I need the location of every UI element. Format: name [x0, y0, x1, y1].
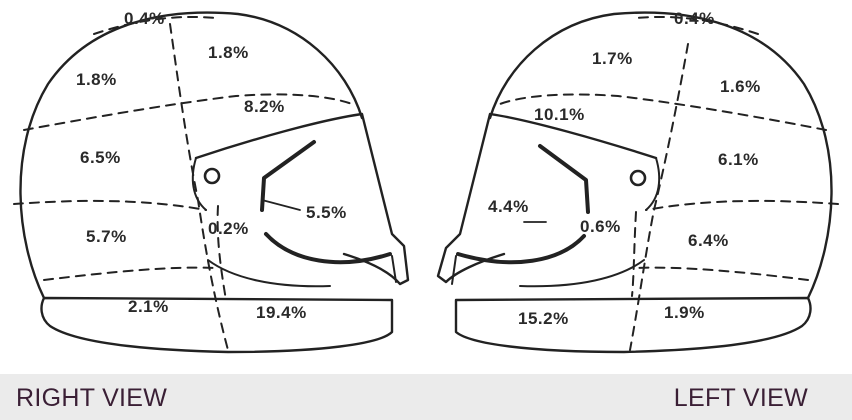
- right-visor-pivot: [203, 167, 221, 185]
- left-upper-mid-front-label: 10.1%: [534, 105, 585, 124]
- helmet-illustration: 0.4% 1.8% 1.8% 8.2% 6.5% 5.7% 0.2% 5.5% …: [13, 9, 839, 354]
- right-upper-front-label: 1.8%: [208, 43, 249, 62]
- right-lower-front-label: 19.4%: [256, 303, 307, 322]
- right-lower-mid-rear-label: 5.7%: [86, 227, 127, 246]
- right-helmet-rim: [40, 296, 394, 354]
- left-chin-upper-label: 0.6%: [580, 217, 621, 236]
- left-helmet-visor: [436, 112, 658, 284]
- left-mid-rear-label: 6.1%: [718, 150, 759, 169]
- left-view-caption: LEFT VIEW: [673, 384, 808, 412]
- left-crown-front-label: 0.4%: [674, 9, 715, 28]
- right-helmet: [13, 11, 410, 354]
- right-face-opening: [260, 140, 316, 212]
- helmet-diagram: 0.4% 1.8% 1.8% 8.2% 6.5% 5.7% 0.2% 5.5% …: [13, 9, 839, 354]
- right-mid-rear-label: 6.5%: [80, 148, 121, 167]
- right-chin-upper-label: 0.2%: [208, 219, 249, 238]
- left-lower-rear-label: 1.9%: [664, 303, 705, 322]
- right-crown-front-label: 0.4%: [124, 9, 165, 28]
- right-view-labels: 0.4% 1.8% 1.8% 8.2% 6.5% 5.7% 0.2% 5.5% …: [76, 9, 347, 322]
- left-upper-rear-label: 1.6%: [720, 77, 761, 96]
- right-face-label: 5.5%: [306, 203, 347, 222]
- left-upper-front-label: 1.7%: [592, 49, 633, 68]
- left-helmet: [436, 11, 839, 354]
- left-lower-mid-rear-label: 6.4%: [688, 231, 729, 250]
- right-view-caption: RIGHT VIEW: [16, 384, 168, 412]
- left-visor-pivot: [629, 169, 647, 187]
- caption-bar: RIGHT VIEW LEFT VIEW: [0, 374, 852, 420]
- right-lower-rear-label: 2.1%: [128, 297, 169, 316]
- left-view-labels: 0.4% 1.7% 1.6% 10.1% 6.1% 4.4% 0.6% 6.4%…: [488, 9, 761, 328]
- left-helmet-shell: [488, 11, 833, 300]
- right-upper-mid-front-label: 8.2%: [244, 97, 285, 116]
- left-helmet-rim: [454, 296, 812, 354]
- right-helmet-shell: [19, 11, 364, 300]
- left-face-label: 4.4%: [488, 197, 529, 216]
- left-face-opening: [538, 144, 590, 214]
- right-helmet-visor: [194, 112, 410, 286]
- left-lower-front-label: 15.2%: [518, 309, 569, 328]
- right-upper-rear-label: 1.8%: [76, 70, 117, 89]
